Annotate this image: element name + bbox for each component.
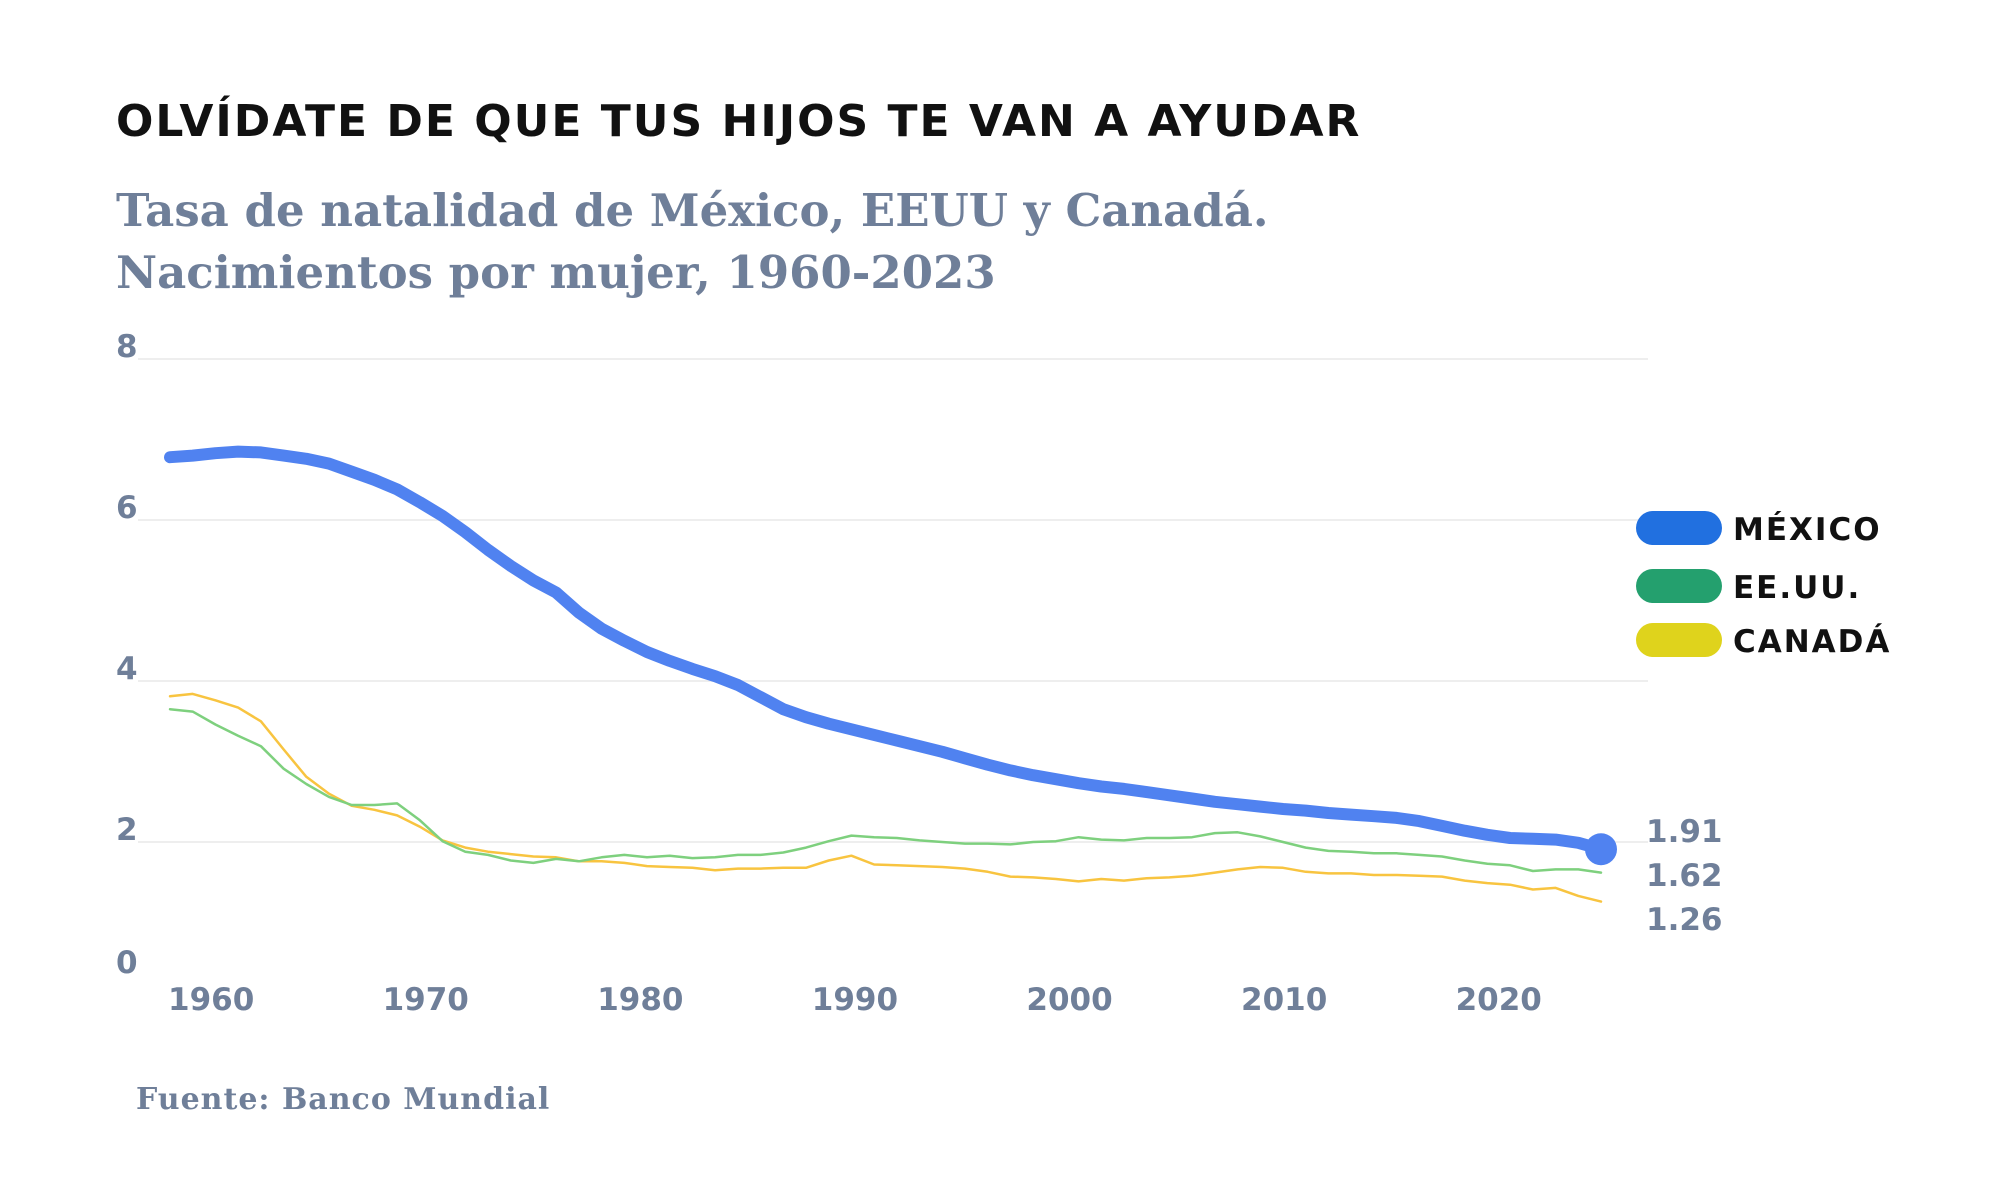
legend-swatch — [1636, 569, 1722, 603]
chart-title: OLVÍDATE DE QUE TUS HIJOS TE VAN A AYUDA… — [116, 96, 1362, 147]
end-value-label: 1.26 — [1646, 902, 1723, 938]
x-tick-label: 2000 — [1026, 982, 1112, 1018]
x-tick-label: 2010 — [1241, 982, 1327, 1018]
legend: MÉXICO EE.UU. CANADÁ — [1636, 511, 1891, 660]
end-labels: 1.91 1.62 1.26 — [1646, 814, 1723, 938]
series-lines — [164, 445, 1617, 903]
end-value-label: 1.62 — [1646, 858, 1723, 894]
y-tick-label: 2 — [116, 812, 138, 848]
series-line-0 — [164, 445, 1607, 856]
legend-swatch — [1636, 511, 1722, 545]
y-tick-label: 4 — [116, 651, 138, 687]
series-line-2 — [168, 692, 1603, 903]
y-axis-ticks: 0 2 4 6 8 — [116, 329, 138, 981]
x-tick-label: 1960 — [168, 982, 254, 1018]
x-tick-label: 1970 — [383, 982, 469, 1018]
x-tick-label: 2020 — [1456, 982, 1542, 1018]
legend-label: CANADÁ — [1733, 624, 1891, 660]
y-tick-label: 0 — [116, 945, 138, 981]
mexico-end-marker — [1585, 833, 1617, 866]
y-tick-label: 8 — [116, 329, 138, 365]
gridlines — [138, 358, 1648, 843]
x-axis-ticks: 1960 1970 1980 1990 2000 2010 2020 — [168, 982, 1542, 1018]
end-value-label: 1.91 — [1646, 814, 1723, 850]
series-line-1 — [168, 707, 1603, 874]
legend-label: MÉXICO — [1733, 512, 1882, 548]
legend-swatch — [1636, 623, 1722, 657]
chart-source: Fuente: Banco Mundial — [136, 1082, 551, 1117]
x-tick-label: 1990 — [812, 982, 898, 1018]
legend-label: EE.UU. — [1733, 570, 1861, 606]
x-tick-label: 1980 — [597, 982, 683, 1018]
chart-subtitle: Tasa de natalidad de México, EEUU y Cana… — [116, 184, 1269, 299]
y-tick-label: 6 — [116, 490, 138, 526]
